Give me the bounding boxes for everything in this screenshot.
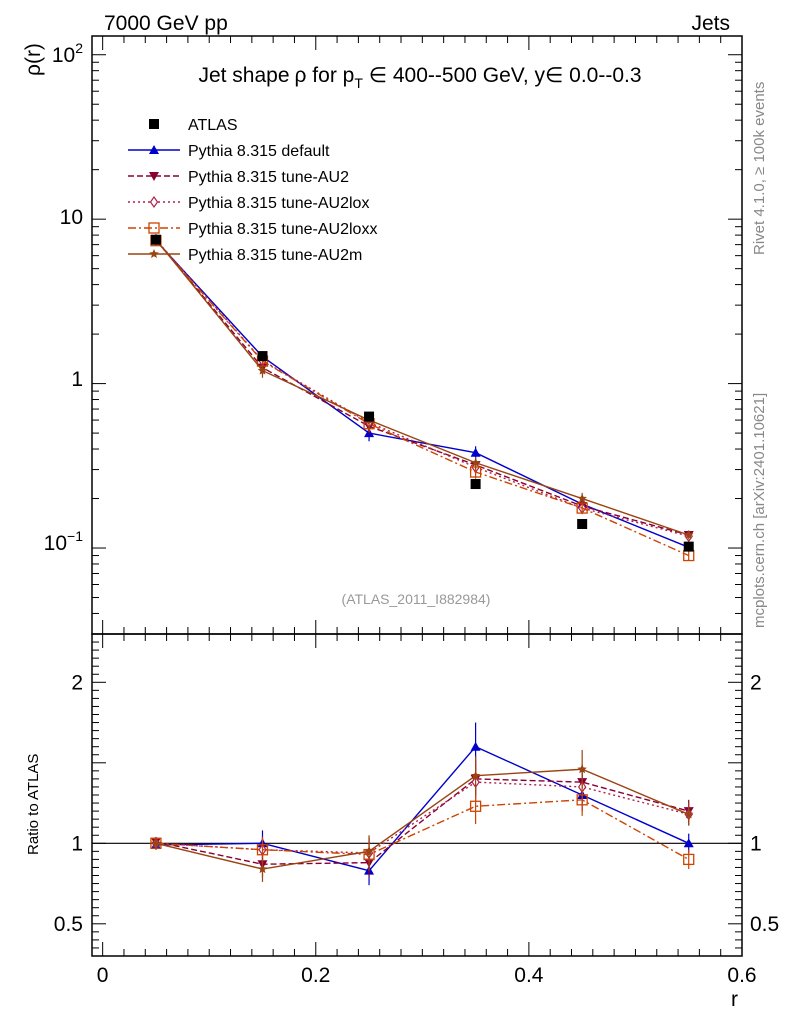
- series-point: [577, 493, 587, 503]
- series-line: [155, 240, 689, 548]
- y-tick-label-10: 10: [60, 206, 83, 229]
- legend-label: Pythia 8.315 tune-AU2: [188, 169, 349, 186]
- chart-title-a: Jet shape: [198, 64, 289, 87]
- atlas-data-points: [150, 234, 694, 552]
- ratio-tick-labels: 0.5 0.5 1 1 2 2: [54, 671, 779, 936]
- legend-entry-pythia-8-315-tune-au2lox: Pythia 8.315 tune-AU2lox: [128, 195, 369, 212]
- ratio-tick-label: 2: [71, 671, 83, 694]
- ratio-y-axis-label: Ratio to ATLAS: [25, 754, 42, 855]
- side-label-lower: mcplots.cern.ch [arXiv:2401.10621]: [751, 393, 768, 628]
- series-line: [155, 239, 689, 536]
- series-ratio-point: [683, 809, 694, 819]
- series-ratio-point: [683, 853, 695, 866]
- atlas-data-point: [150, 234, 161, 245]
- series-ratio-point: [470, 770, 481, 780]
- y-axis-label: ρ(r): [22, 43, 45, 76]
- series-line: [155, 239, 689, 536]
- series-ratio-point: [257, 864, 268, 874]
- series-ratio-point: [683, 838, 694, 848]
- x-tick-labels: 0 0.2 0.4 0.6: [97, 964, 757, 987]
- series-ratio-line: [155, 778, 689, 865]
- x-axis-label: r: [731, 988, 738, 1011]
- legend-marker: [149, 172, 159, 181]
- y-tick-label-0.1-base: 10: [44, 532, 67, 555]
- mc-series: [150, 233, 695, 886]
- atlas-data-point: [683, 541, 694, 552]
- series-point: [470, 447, 481, 457]
- legend-label: Pythia 8.315 tune-AU2lox: [188, 195, 369, 212]
- x-tick-label: 0: [97, 964, 109, 987]
- ratio-tick-label: 1: [71, 832, 83, 855]
- series-ratio-point: [576, 794, 588, 806]
- legend-entry-pythia-8-315-tune-au2: Pythia 8.315 tune-AU2: [128, 169, 349, 186]
- legend: ATLAS Pythia 8.315 default Pythia 8.315 tu…: [128, 117, 377, 264]
- series-ratio-point: [470, 741, 481, 751]
- legend-entry-pythia-8-315-tune-au2m: Pythia 8.315 tune-AU2m: [128, 247, 362, 264]
- legend-entry-pythia-8-315-tune-au2loxx: Pythia 8.315 tune-AU2loxx: [128, 221, 377, 238]
- legend-label: ATLAS: [188, 117, 238, 134]
- legend-entry-atlas: ATLAS: [149, 117, 238, 134]
- series-point: [257, 365, 268, 375]
- series-ratio-point: [577, 764, 587, 774]
- atlas-data-point: [257, 351, 268, 362]
- header-left: 7000 GeV pp: [104, 12, 228, 35]
- side-label-upper: Rivet 4.1.0, ≥ 100k events: [751, 82, 768, 255]
- legend-marker: [148, 222, 160, 234]
- series-ratio-point: [364, 846, 374, 856]
- x-tick-label: 0.2: [301, 964, 330, 987]
- ratio-tick-label-right: 2: [750, 671, 762, 694]
- legend-marker: [149, 145, 159, 154]
- header-right: Jets: [691, 12, 730, 35]
- y-tick-label-0.1-exp: −1: [67, 528, 83, 544]
- ratio-tick-label: 0.5: [54, 913, 83, 936]
- y-tick-label-100: 102: [52, 40, 83, 67]
- y-tick-label-0.1: 10−1: [44, 528, 84, 555]
- legend-entry-pythia-8-315-default: Pythia 8.315 default: [128, 143, 330, 160]
- series-ratio-line: [155, 781, 689, 854]
- legend-marker: [149, 249, 159, 259]
- y-tick-label-100-base: 10: [52, 44, 75, 67]
- legend-marker: [149, 195, 159, 209]
- legend-label: Pythia 8.315 tune-AU2loxx: [188, 221, 377, 238]
- atlas-data-point: [470, 479, 481, 490]
- atlas-data-point: [577, 518, 588, 529]
- legend-marker: [149, 119, 159, 129]
- chart-title-c: ∈ 400--500 GeV, y∈ 0.0--0.3: [363, 64, 642, 87]
- y-tick-label-1: 1: [71, 368, 83, 391]
- series-ratio-line: [155, 745, 690, 872]
- ratio-tick-label-right: 0.5: [750, 913, 779, 936]
- series-pythia-8-315-tune-au2: [150, 235, 694, 878]
- series-line: [155, 239, 689, 537]
- atlas-data-point: [364, 411, 375, 422]
- series-ratio-point: [469, 800, 482, 812]
- y-tick-label-100-exp: 2: [75, 40, 83, 56]
- legend-label: Pythia 8.315 default: [188, 143, 330, 160]
- legend-label: Pythia 8.315 tune-AU2m: [188, 247, 362, 264]
- series-line: [155, 240, 690, 557]
- ratio-tick-label-right: 1: [750, 832, 762, 855]
- x-tick-label: 0.4: [514, 964, 544, 987]
- series-point: [683, 530, 694, 540]
- series-pythia-8-315-tune-au2lox: [151, 233, 693, 870]
- chart-title-b: ρ for p: [295, 64, 355, 87]
- axis-ticks: [92, 36, 743, 956]
- analysis-watermark: (ATLAS_2011_I882984): [342, 591, 491, 607]
- series-ratio-point: [151, 838, 161, 848]
- chart-title-sub: T: [354, 75, 363, 91]
- series-ratio-line: [155, 768, 689, 870]
- series-point: [470, 457, 481, 467]
- x-tick-label: 0.6: [727, 964, 756, 987]
- chart-title: Jet shape ρ for pT ∈ 400--500 GeV, y∈ 0.0…: [198, 64, 641, 91]
- series-ratio-point: [256, 844, 269, 856]
